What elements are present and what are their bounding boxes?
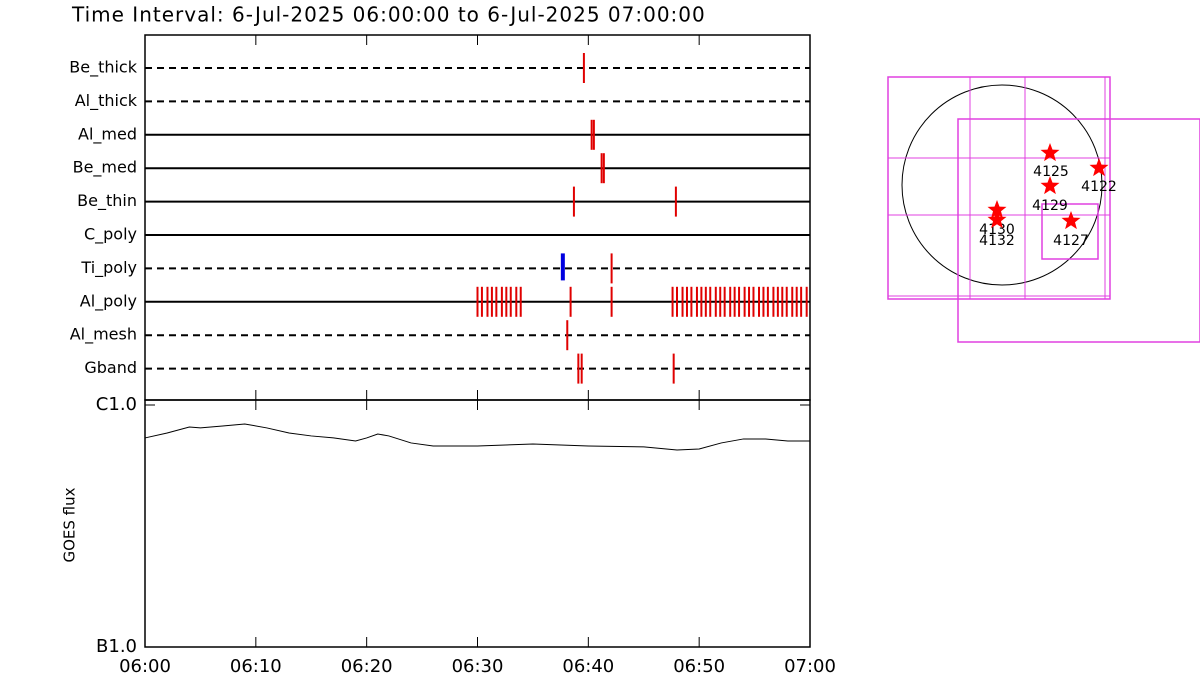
region-star (987, 210, 1007, 229)
title: Time Interval: 6-Jul-2025 06:00:00 to 6-… (71, 3, 706, 27)
region-label: 4132 (979, 233, 1015, 249)
fov-box (887, 76, 1111, 300)
region-label: 4127 (1053, 233, 1089, 249)
filter-label: Be_med (73, 158, 137, 178)
filter-label: Al_med (78, 124, 137, 144)
fov-box (957, 118, 1200, 343)
filter-label: Ti_poly (80, 258, 137, 278)
region-star (1040, 143, 1060, 162)
goes-curve (144, 423, 810, 451)
region-label: 4130 (979, 222, 1015, 238)
region-star (1089, 158, 1109, 177)
filter-label: Al_thick (75, 91, 138, 111)
goes-frame (144, 399, 811, 648)
x-tick-label: 06:30 (452, 656, 504, 677)
x-tick-label: 06:00 (119, 656, 171, 677)
region-star (987, 200, 1007, 219)
solar-disk (901, 84, 1103, 286)
filter-label: Be_thick (69, 58, 137, 78)
y-tick-label: B1.0 (96, 636, 137, 657)
region-label: 4125 (1033, 164, 1069, 180)
fov-box (1041, 203, 1099, 260)
x-tick-label: 06:50 (673, 656, 725, 677)
y-axis-label: GOES flux (61, 487, 79, 562)
y-tick-label: C1.0 (96, 394, 137, 415)
filter-label: Be_thin (77, 191, 137, 211)
x-tick-label: 06:40 (562, 656, 614, 677)
x-tick-label: 07:00 (784, 656, 836, 677)
timeline-frame (144, 34, 811, 401)
region-star (1061, 211, 1081, 230)
region-label: 4122 (1081, 179, 1117, 195)
region-label: 4129 (1032, 198, 1068, 214)
filter-label: Al_poly (80, 291, 137, 311)
region-star (1040, 176, 1060, 195)
filter-label: C_poly (84, 225, 137, 245)
x-tick-label: 06:10 (230, 656, 282, 677)
x-tick-label: 06:20 (341, 656, 393, 677)
filter-label: Gband (84, 358, 137, 377)
filter-label: Al_mesh (70, 325, 137, 345)
